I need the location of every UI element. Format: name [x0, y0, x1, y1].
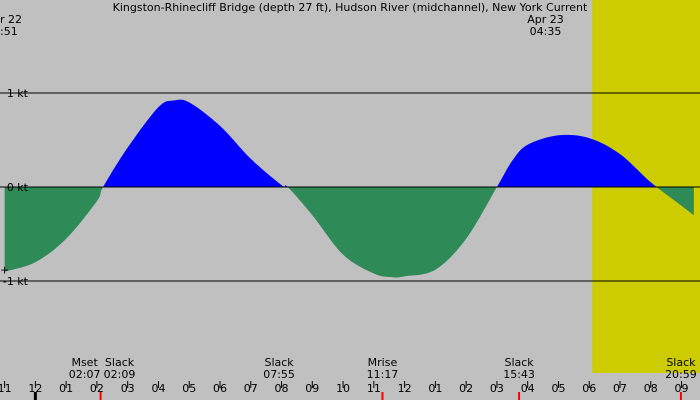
hour-tick-label: 04	[521, 382, 535, 395]
hour-tick-label: 05	[551, 382, 565, 395]
hour-tick-label: 02	[90, 382, 104, 395]
event-label-0: Mset	[71, 356, 98, 369]
y-tick-label: 1 kt	[7, 87, 29, 100]
y-tick-label: 0 kt	[7, 181, 29, 194]
hour-tick-label: 09	[675, 382, 689, 395]
ebb-current-area	[4, 187, 694, 278]
hour-tick-label: 07	[613, 382, 627, 395]
hour-tick-label: 01	[59, 382, 73, 395]
hour-tick-label: 11	[0, 382, 12, 395]
event-red-tick-2	[518, 392, 521, 400]
hour-tick-label: 08	[275, 382, 289, 395]
event-time-1: 02:09	[104, 368, 136, 381]
hour-tick-label: 09	[305, 382, 319, 395]
event-time-4: 15:43	[503, 368, 535, 381]
event-label-5: Slack	[666, 356, 696, 369]
hour-tick-label: 06	[582, 382, 596, 395]
hour-tick-label: 11	[367, 382, 381, 395]
hour-tick-label: 08	[644, 382, 658, 395]
extreme-date-1: Apr 23	[527, 13, 564, 26]
event-label-2: Slack	[264, 356, 294, 369]
extreme-time-1: 04:35	[530, 25, 562, 38]
event-time-2: 07:55	[263, 368, 295, 381]
event-red-tick-1	[381, 392, 384, 400]
hour-tick-label: 04	[151, 382, 165, 395]
chart-title: Kingston-Rhinecliff Bridge (depth 27 ft)…	[113, 1, 588, 14]
plus-marker: +	[0, 264, 9, 277]
midnight-marker	[33, 392, 37, 400]
hour-tick-label: 02	[459, 382, 473, 395]
hour-tick-label: 01	[428, 382, 442, 395]
y-tick-label: -1 kt	[3, 275, 29, 288]
hour-tick-label: 12	[398, 382, 412, 395]
hour-tick-label: 03	[490, 382, 504, 395]
event-red-tick-0	[99, 392, 102, 400]
extreme-time-0: :51	[0, 25, 18, 38]
event-label-4: Slack	[504, 356, 534, 369]
event-label-1: Slack	[105, 356, 135, 369]
y-axis-labels: 1 kt 0 kt -1 kt	[3, 87, 29, 288]
hour-tick-label: 10	[336, 382, 350, 395]
hour-tick-label: 07	[244, 382, 258, 395]
event-labels: Mset02:07Slack02:09Slack07:55Mrise11:17S…	[69, 356, 697, 381]
event-time-3: 11:17	[367, 368, 399, 381]
event-red-tick-3	[679, 392, 682, 400]
extreme-date-0: r 22	[0, 13, 22, 26]
hour-tick-label: 06	[213, 382, 227, 395]
hour-tick-label: 03	[121, 382, 135, 395]
event-time-5: 20:59	[665, 368, 697, 381]
hour-tick-label: 05	[182, 382, 196, 395]
event-time-0: 02:07	[69, 368, 101, 381]
event-label-3: Mrise	[368, 356, 398, 369]
x-axis: 11 12 01 02 03 04 05 06 07 08 09 10 11 12 01 02 03 04 05 06…	[0, 264, 689, 400]
current-areas	[0, 99, 700, 278]
hour-tick-label: 12	[28, 382, 42, 395]
flood-current-area	[4, 99, 694, 187]
